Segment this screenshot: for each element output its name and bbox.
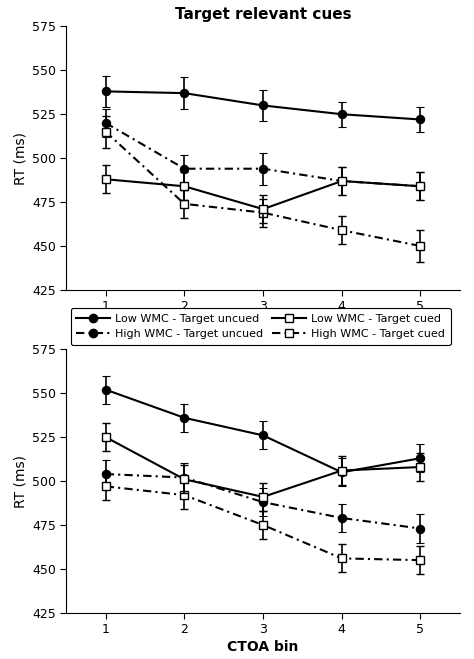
Title: Target relevant cues: Target relevant cues (175, 7, 351, 22)
Legend: Low WMC - Target uncued, High WMC - Target uncued, Low WMC - Target cued, High W: Low WMC - Target uncued, High WMC - Targ… (71, 308, 451, 345)
Y-axis label: RT (ms): RT (ms) (14, 132, 28, 185)
X-axis label: CTOA bin: CTOA bin (228, 641, 299, 654)
X-axis label: CTOA bin: CTOA bin (228, 318, 299, 331)
Title: Target irrelevant cues: Target irrelevant cues (168, 330, 358, 345)
Y-axis label: RT (ms): RT (ms) (14, 455, 28, 507)
